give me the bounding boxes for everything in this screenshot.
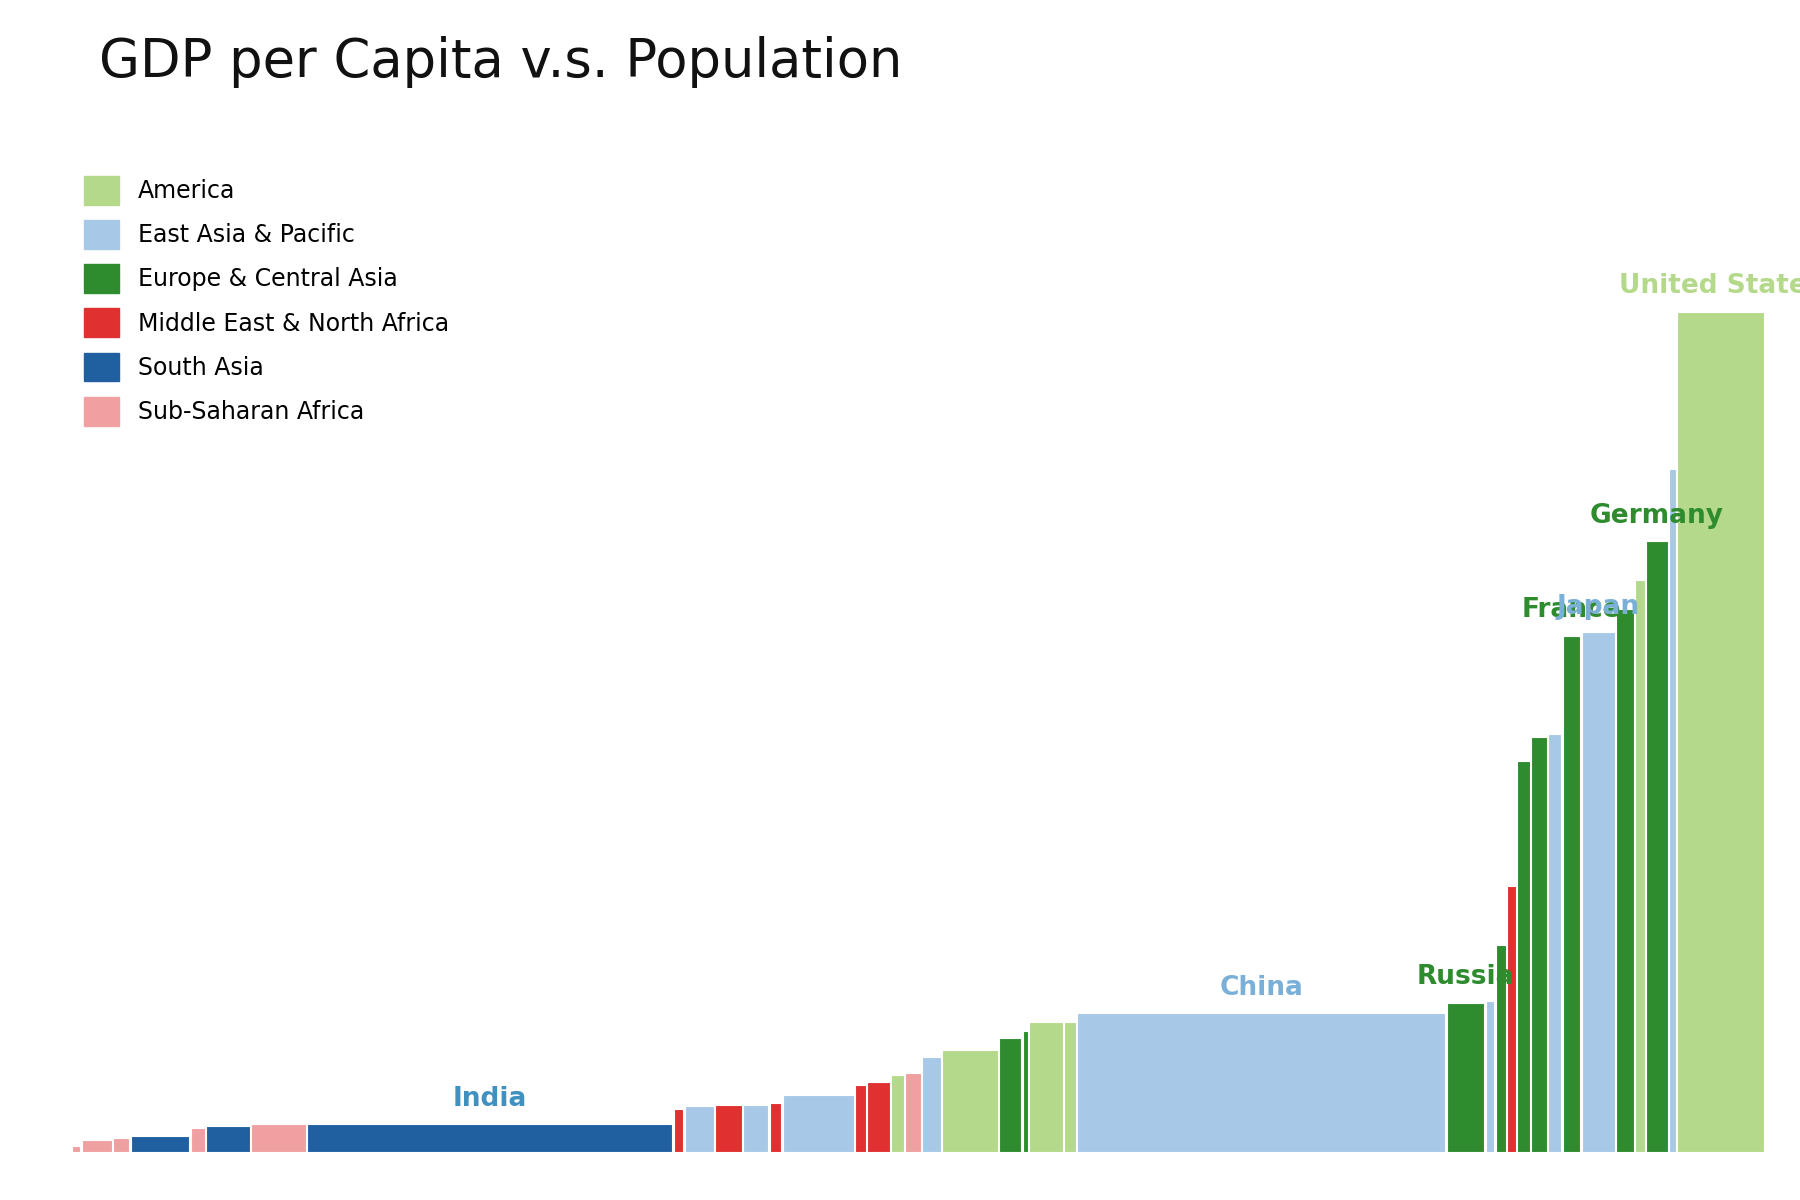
Bar xyxy=(308,1124,673,1152)
Bar xyxy=(81,1140,112,1152)
Bar xyxy=(113,1138,130,1152)
Bar xyxy=(1507,886,1516,1152)
Bar xyxy=(673,1109,684,1152)
Bar xyxy=(1548,733,1561,1152)
Bar xyxy=(1678,312,1764,1152)
Bar xyxy=(205,1126,250,1152)
Text: Japan: Japan xyxy=(1557,594,1640,619)
Text: China: China xyxy=(1219,974,1303,1001)
Bar xyxy=(1669,468,1676,1152)
Text: France: France xyxy=(1521,598,1622,623)
Text: Russia: Russia xyxy=(1417,965,1514,990)
Bar xyxy=(1582,632,1615,1152)
Legend: America, East Asia & Pacific, Europe & Central Asia, Middle East & North Africa,: America, East Asia & Pacific, Europe & C… xyxy=(85,176,450,426)
Bar xyxy=(1530,737,1546,1152)
Bar xyxy=(1496,944,1505,1152)
Text: India: India xyxy=(452,1086,527,1111)
Text: Germany: Germany xyxy=(1589,503,1724,528)
Bar xyxy=(1022,1032,1028,1152)
Bar xyxy=(891,1075,904,1152)
Bar xyxy=(868,1082,889,1152)
Bar xyxy=(1634,581,1645,1152)
Bar xyxy=(1562,636,1580,1152)
Bar xyxy=(922,1057,941,1152)
Bar xyxy=(905,1073,922,1152)
Bar xyxy=(715,1105,742,1152)
Bar xyxy=(72,1146,81,1152)
Bar xyxy=(131,1136,189,1152)
Bar xyxy=(743,1104,769,1152)
Bar xyxy=(999,1038,1021,1152)
Bar xyxy=(770,1103,781,1152)
Bar xyxy=(1517,761,1530,1152)
Bar xyxy=(1064,1022,1076,1152)
Bar xyxy=(250,1124,306,1152)
Bar xyxy=(684,1106,713,1152)
Text: United States: United States xyxy=(1618,274,1800,300)
Bar xyxy=(1076,1013,1445,1152)
Text: GDP per Capita v.s. Population: GDP per Capita v.s. Population xyxy=(99,36,902,88)
Bar xyxy=(1447,1003,1485,1152)
Bar xyxy=(941,1050,997,1152)
Bar xyxy=(1030,1022,1062,1152)
Bar xyxy=(855,1085,866,1152)
Bar xyxy=(1485,1001,1494,1152)
Bar xyxy=(1647,541,1669,1152)
Bar xyxy=(191,1128,205,1152)
Bar xyxy=(783,1096,855,1152)
Bar xyxy=(1616,610,1634,1152)
